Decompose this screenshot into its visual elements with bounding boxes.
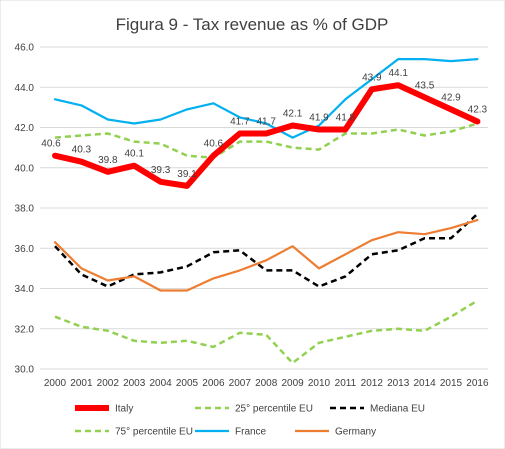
legend-label: Mediana EU — [370, 404, 425, 415]
y-tick-label: 30.0 — [15, 365, 35, 376]
x-tick-label: 2013 — [387, 378, 410, 389]
data-label: 42.9 — [441, 92, 461, 103]
data-labels: 40.6 40.3 39.8 40.1 39.3 39.1 40.6 41.7 41.7 42.1… — [41, 68, 487, 180]
x-tick-label: 2008 — [255, 378, 278, 389]
data-label: 42.3 — [468, 104, 488, 115]
x-tick-label: 2012 — [361, 378, 384, 389]
chart-title: Figura 9 - Tax revenue as % of GDP — [116, 15, 389, 34]
data-label: 39.8 — [98, 155, 118, 166]
x-tick-label: 2002 — [97, 378, 120, 389]
series-line-5 — [53, 219, 479, 292]
series-line-3 — [54, 122, 478, 159]
y-tick-label: 44.0 — [15, 83, 35, 94]
legend-label: Germany — [335, 427, 376, 438]
x-tick-label: 2006 — [202, 378, 225, 389]
data-label: 41.7 — [230, 117, 250, 128]
y-tick-label: 40.0 — [15, 163, 35, 174]
data-label: 40.6 — [41, 139, 61, 150]
gridlines — [40, 46, 488, 370]
data-label: 40.1 — [124, 149, 144, 160]
x-tick-label: 2005 — [176, 378, 199, 389]
x-tick-label: 2007 — [229, 378, 252, 389]
x-tick-label: 2010 — [308, 378, 331, 389]
data-label: 44.1 — [388, 68, 408, 79]
y-tick-label: 38.0 — [15, 204, 35, 215]
series-lines — [52, 57, 481, 365]
data-label: 41.9 — [309, 113, 329, 124]
x-tick-label: 2014 — [413, 378, 436, 389]
y-axis-ticks: 30.0 32.0 34.0 36.0 38.0 40.0 42.0 44.0 46.0 — [15, 43, 35, 376]
y-tick-label: 36.0 — [15, 244, 35, 255]
x-tick-label: 2009 — [281, 378, 304, 389]
data-label: 40.3 — [72, 145, 92, 156]
series-line-4 — [53, 57, 479, 139]
y-tick-label: 46.0 — [15, 43, 35, 54]
x-tick-label: 2015 — [440, 378, 463, 389]
y-tick-label: 32.0 — [15, 324, 35, 335]
x-tick-label: 2016 — [466, 378, 489, 389]
data-label: 43.5 — [415, 80, 435, 91]
x-tick-label: 2000 — [44, 378, 67, 389]
series-line-0 — [52, 82, 481, 189]
legend-label: Italy — [115, 404, 133, 415]
legend: Italy 25° percentile EU Mediana EU 75° perc… — [75, 404, 425, 438]
x-axis-ticks: 2000 2001 2002 2003 2004 2005 2006 2007 2008 2009… — [44, 378, 489, 389]
data-label: 43.9 — [362, 72, 382, 83]
data-label: 39.1 — [177, 169, 197, 180]
data-label: 42.1 — [283, 108, 303, 119]
legend-label: 75° percentile EU — [115, 427, 193, 438]
x-tick-label: 2004 — [149, 378, 172, 389]
y-tick-label: 42.0 — [15, 123, 35, 134]
data-label: 39.3 — [151, 165, 171, 176]
x-tick-label: 2011 — [335, 378, 357, 389]
y-tick-label: 34.0 — [15, 284, 35, 295]
x-tick-label: 2001 — [70, 378, 93, 389]
data-label: 40.6 — [204, 139, 224, 150]
data-label: 41.8 — [336, 113, 356, 124]
legend-label: France — [235, 427, 267, 438]
legend-label: 25° percentile EU — [235, 404, 313, 415]
series-line-1 — [54, 299, 479, 365]
x-tick-label: 2003 — [123, 378, 146, 389]
data-label: 41.7 — [256, 117, 276, 128]
